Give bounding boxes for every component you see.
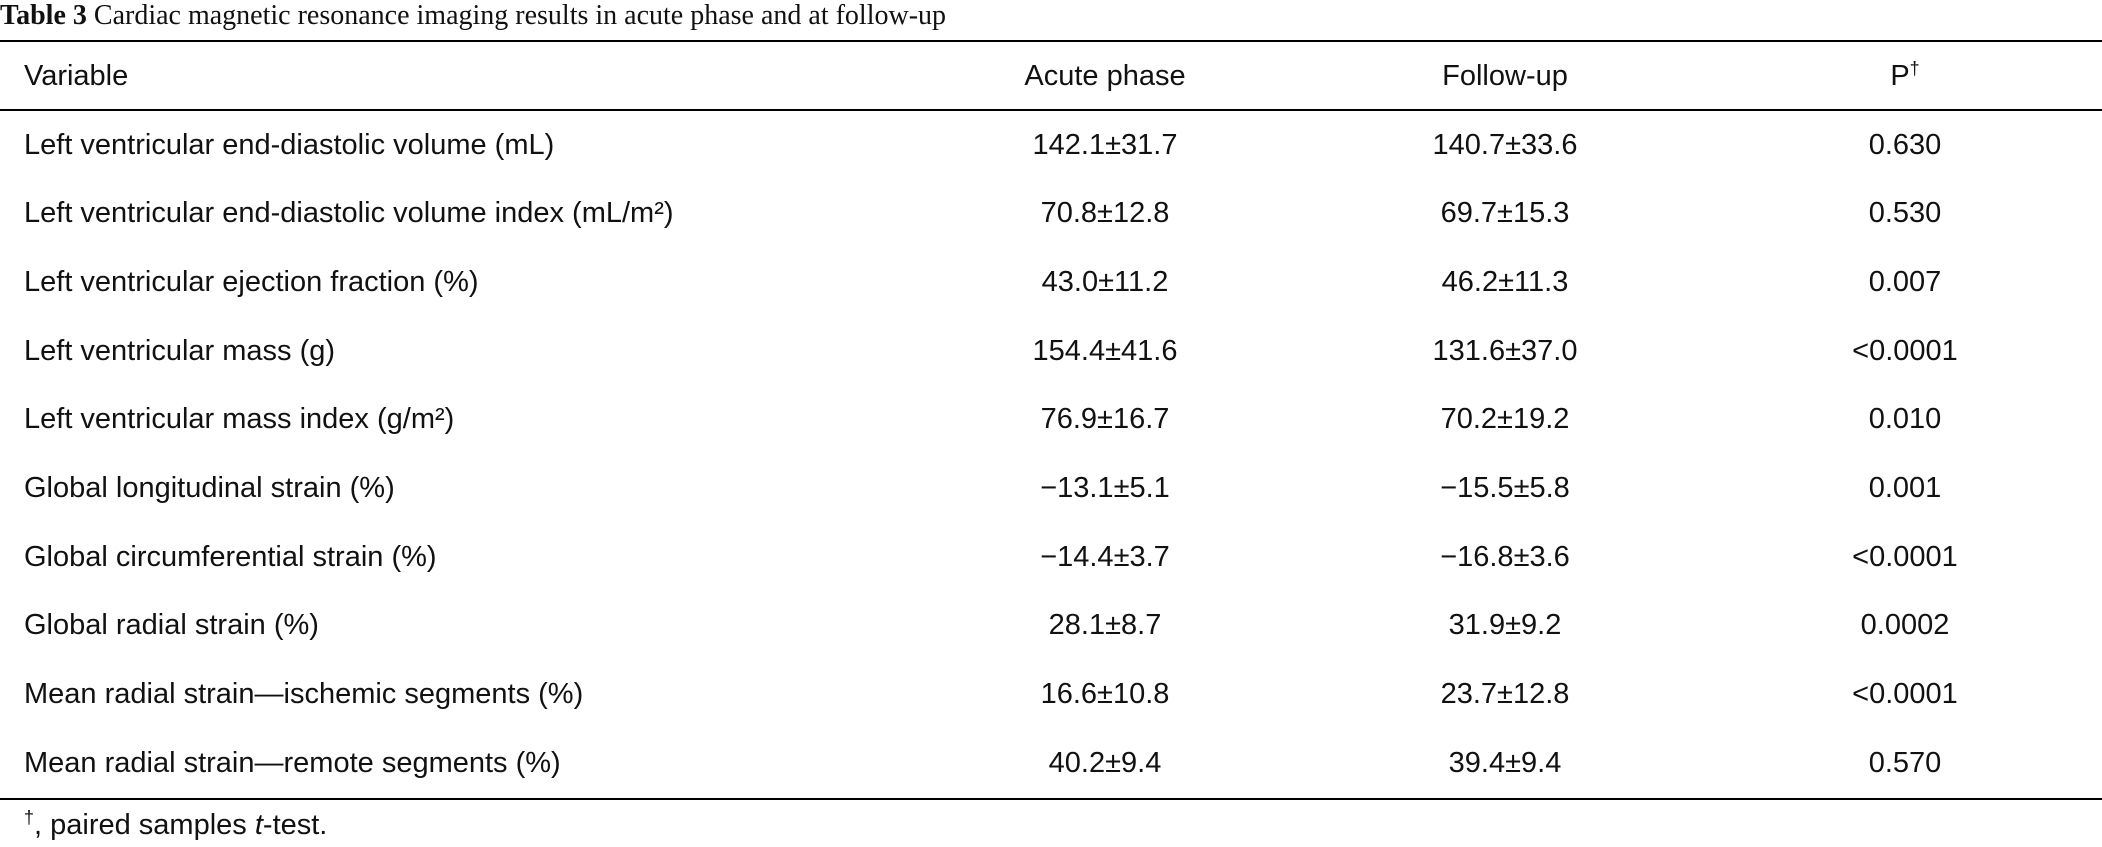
cell-p: 0.570: [1868, 747, 1942, 779]
cell-acute: −13.1±5.1: [1040, 472, 1170, 504]
bottom-rule: [0, 798, 2102, 800]
cell-variable: Left ventricular mass (g): [24, 335, 336, 367]
cell-p: 0.007: [1868, 266, 1942, 298]
cell-acute: 154.4±41.6: [1032, 335, 1178, 367]
table-row: Left ventricular mass (g) 154.4±41.6 131…: [0, 317, 2102, 385]
footnote-italic: t: [254, 809, 263, 841]
header-variable: Variable: [24, 60, 129, 92]
cell-followup: 69.7±15.3: [1440, 197, 1570, 229]
cell-variable: Mean radial strain—ischemic segments (%): [24, 678, 584, 710]
header-row: Variable Acute phase Follow-up P†: [0, 42, 2102, 110]
header-rule: [0, 109, 2102, 111]
table-title: Cardiac magnetic resonance imaging resul…: [93, 0, 947, 31]
cell-variable: Mean radial strain—remote segments (%): [24, 747, 561, 779]
cell-followup: 31.9±9.2: [1448, 609, 1562, 641]
cell-p: <0.0001: [1852, 678, 1958, 710]
table-row: Left ventricular ejection fraction (%) 4…: [0, 248, 2102, 316]
cell-variable: Global radial strain (%): [24, 609, 319, 641]
cell-p: 0.001: [1868, 472, 1942, 504]
cell-variable: Left ventricular end-diastolic volume (m…: [24, 129, 555, 161]
cell-acute: 16.6±10.8: [1040, 678, 1170, 710]
table-row: Left ventricular end-diastolic volume (m…: [0, 111, 2102, 179]
cell-p: 0.0002: [1860, 609, 1950, 641]
table-label: Table 3: [0, 0, 87, 31]
cell-p: <0.0001: [1852, 335, 1958, 367]
cell-acute: 76.9±16.7: [1040, 403, 1170, 435]
table-caption: Table 3 Cardiac magnetic resonance imagi…: [0, 0, 2102, 40]
table-row: Global circumferential strain (%) −14.4±…: [0, 523, 2102, 591]
cell-p: <0.0001: [1852, 541, 1958, 573]
cell-followup: 46.2±11.3: [1441, 266, 1569, 298]
cell-acute: 40.2±9.4: [1048, 747, 1162, 779]
dagger-mark: †: [1909, 58, 1920, 79]
cell-followup: −15.5±5.8: [1440, 472, 1570, 504]
cell-p: 0.630: [1868, 129, 1942, 161]
cell-p: 0.010: [1868, 403, 1942, 435]
header-acute-phase: Acute phase: [1024, 60, 1186, 92]
table-row: Left ventricular mass index (g/m²) 76.9±…: [0, 385, 2102, 453]
table-footnote: †, paired samples t-test.: [24, 805, 327, 845]
cell-acute: 142.1±31.7: [1032, 129, 1178, 161]
cell-variable: Left ventricular mass index (g/m²): [24, 403, 455, 435]
cell-acute: 43.0±11.2: [1041, 266, 1169, 298]
table-row: Mean radial strain—ischemic segments (%)…: [0, 660, 2102, 728]
footnote-text-before: , paired samples: [34, 809, 255, 841]
cell-p: 0.530: [1868, 197, 1942, 229]
cell-variable: Global circumferential strain (%): [24, 541, 437, 573]
table-row: Global longitudinal strain (%) −13.1±5.1…: [0, 454, 2102, 522]
cell-acute: 28.1±8.7: [1048, 609, 1162, 641]
table-row: Mean radial strain—remote segments (%) 4…: [0, 729, 2102, 797]
cell-followup: 140.7±33.6: [1432, 129, 1578, 161]
cell-followup: −16.8±3.6: [1440, 541, 1570, 573]
cell-acute: 70.8±12.8: [1040, 197, 1170, 229]
cell-followup: 23.7±12.8: [1440, 678, 1570, 710]
top-rule: [0, 40, 2102, 42]
header-follow-up: Follow-up: [1442, 60, 1568, 92]
cell-followup: 70.2±19.2: [1440, 403, 1570, 435]
footnote-text-after: -test.: [262, 809, 328, 841]
cell-followup: 39.4±9.4: [1448, 747, 1562, 779]
cell-followup: 131.6±37.0: [1432, 335, 1578, 367]
table-row: Left ventricular end-diastolic volume in…: [0, 179, 2102, 247]
cell-variable: Global longitudinal strain (%): [24, 472, 395, 504]
header-p-value: P†: [1775, 42, 2035, 110]
cell-acute: −14.4±3.7: [1040, 541, 1170, 573]
table-row: Global radial strain (%) 28.1±8.7 31.9±9…: [0, 591, 2102, 659]
header-p-label: P: [1890, 60, 1910, 92]
footnote-dagger: †: [24, 807, 35, 828]
cell-variable: Left ventricular end-diastolic volume in…: [24, 197, 674, 229]
cell-variable: Left ventricular ejection fraction (%): [24, 266, 479, 298]
